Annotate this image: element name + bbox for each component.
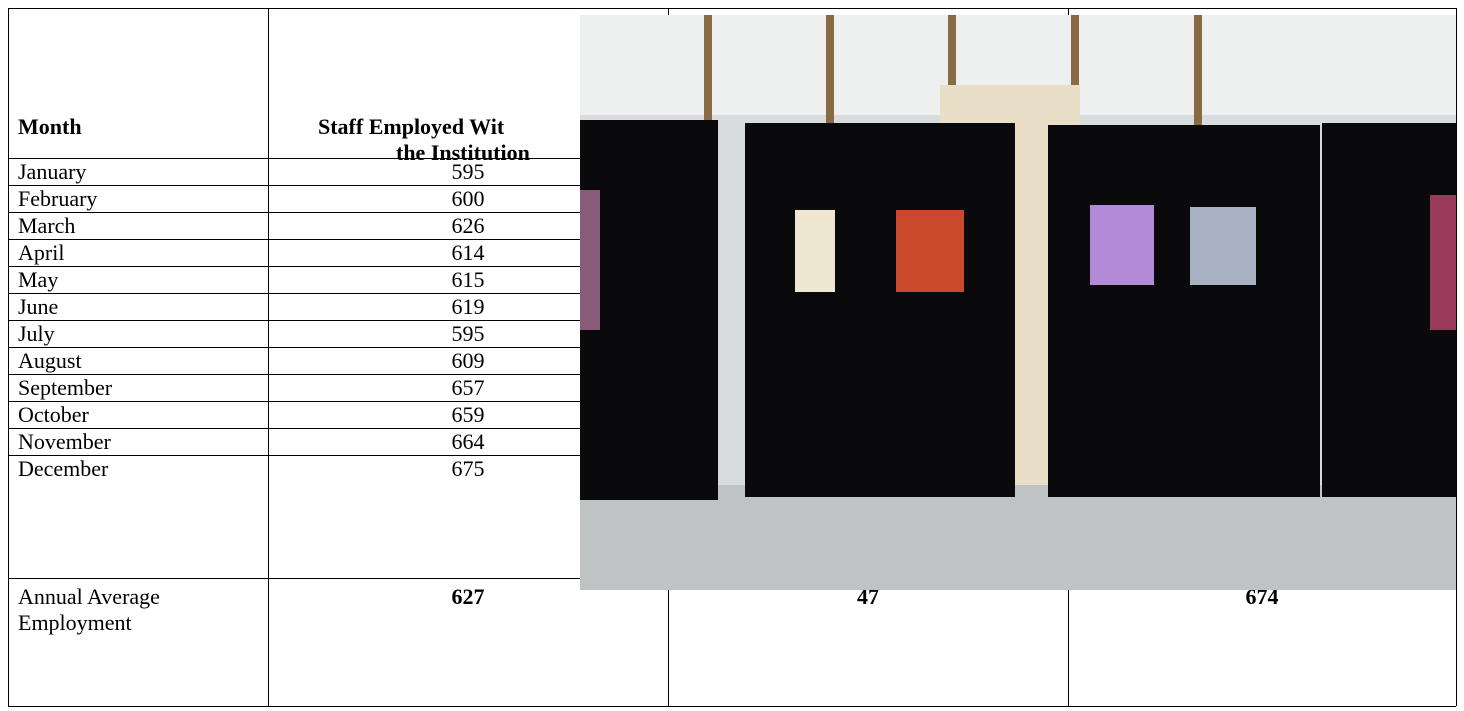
column-line — [8, 8, 9, 706]
header-staff: Staff Employed Wit — [318, 114, 505, 139]
staff-cell: 675 — [451, 456, 485, 481]
month-cell: October — [18, 402, 89, 427]
month-cell: December — [18, 456, 109, 481]
column-line — [268, 8, 269, 706]
month-cell: February — [18, 186, 98, 211]
staff-cell: 595 — [451, 159, 485, 184]
staff-cell: 609 — [451, 348, 485, 373]
row-line — [8, 8, 1456, 9]
total-label: Annual Average — [18, 584, 160, 609]
month-cell: August — [18, 348, 82, 373]
photo — [580, 15, 1456, 590]
staff-cell: 595 — [451, 321, 485, 346]
staff-cell: 615 — [451, 267, 485, 292]
month-cell: September — [18, 375, 113, 400]
month-cell: July — [18, 321, 55, 346]
staff-cell: 664 — [451, 429, 485, 454]
staff-cell: 659 — [451, 402, 485, 427]
staff-cell: 619 — [451, 294, 485, 319]
month-cell: June — [18, 294, 59, 319]
month-cell: May — [18, 267, 59, 292]
staff-cell: 614 — [451, 240, 485, 265]
header-staff: the Institution — [396, 140, 530, 165]
total-cell: 47 — [857, 584, 879, 609]
month-cell: November — [18, 429, 111, 454]
staff-cell: 600 — [451, 186, 485, 211]
staff-cell: 657 — [451, 375, 485, 400]
month-cell: January — [18, 159, 87, 184]
total-cell: 627 — [451, 584, 485, 609]
staff-cell: 626 — [451, 213, 485, 238]
total-label: Employment — [18, 610, 132, 635]
month-cell: March — [18, 213, 76, 238]
month-cell: April — [18, 240, 65, 265]
column-line — [1456, 8, 1457, 706]
row-line — [8, 706, 1456, 707]
header-month: Month — [18, 114, 82, 139]
